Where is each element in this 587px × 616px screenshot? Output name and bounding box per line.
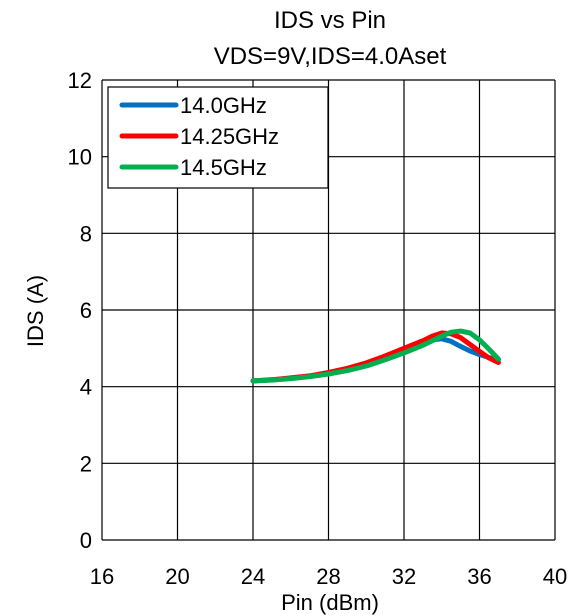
y-tick-label: 10: [68, 145, 92, 170]
legend-label: 14.0GHz: [180, 93, 267, 118]
y-tick-label: 2: [80, 451, 92, 476]
legend-label: 14.5GHz: [180, 155, 267, 180]
x-tick-label: 20: [165, 564, 189, 589]
chart-title: IDS vs Pin: [274, 7, 386, 34]
x-tick-label: 16: [90, 564, 114, 589]
series-line-14-5ghz: [250, 328, 501, 384]
chart-subtitle: VDS=9V,IDS=4.0Aset: [214, 43, 447, 70]
x-tick-label: 28: [316, 564, 340, 589]
x-tick-label: 24: [241, 564, 265, 589]
x-tick-label: 32: [392, 564, 416, 589]
y-tick-label: 4: [80, 375, 92, 400]
y-tick-label: 6: [80, 298, 92, 323]
legend: 14.0GHz 14.25GHz 14.5GHz: [107, 86, 329, 189]
legend-label: 14.25GHz: [180, 124, 279, 149]
y-tick-label: 8: [80, 221, 92, 246]
x-tick-label: 36: [467, 564, 491, 589]
x-tick-label: 40: [543, 564, 567, 589]
x-axis-label: Pin (dBm): [281, 590, 379, 615]
y-tick-label: 0: [80, 528, 92, 553]
y-tick-label: 12: [68, 68, 92, 93]
y-axis-label: IDS (A): [23, 275, 48, 347]
series-line-14-25ghz: [250, 330, 501, 384]
series-lines: [250, 328, 501, 384]
